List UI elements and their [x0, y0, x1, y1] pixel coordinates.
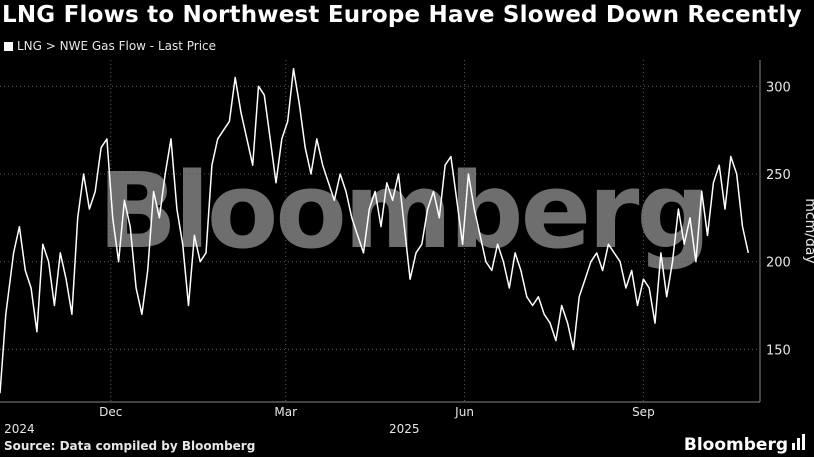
year-label: 2025	[389, 422, 420, 436]
chart-bars-icon[interactable]	[792, 434, 806, 455]
year-label: 2024	[4, 422, 35, 436]
y-tick-label: 200	[766, 256, 791, 271]
legend-label: LNG > NWE Gas Flow - Last Price	[17, 39, 217, 53]
x-tick-label: Dec	[99, 405, 122, 419]
x-tick-label: Mar	[274, 405, 297, 419]
x-tick-label: Sep	[632, 405, 655, 419]
bloomberg-logo: Bloomberg	[684, 434, 806, 455]
y-tick-label: 150	[766, 343, 791, 358]
y-tick-label: 250	[766, 168, 791, 183]
watermark-text: Bloomberg	[98, 150, 711, 272]
y-axis-label: mcm/day	[802, 198, 814, 263]
source-note: Source: Data compiled by Bloomberg	[4, 439, 256, 453]
chart-title: LNG Flows to Northwest Europe Have Slowe…	[2, 2, 802, 28]
axes: 150 200 250 300 Dec Mar Jun Sep 2024 2025 mcm/day	[0, 60, 814, 436]
grid-lines	[0, 60, 760, 402]
series-line	[0, 68, 750, 394]
brand-text: Bloomberg	[683, 434, 788, 455]
legend: LNG > NWE Gas Flow - Last Price	[4, 39, 216, 53]
legend-swatch	[4, 41, 13, 51]
series-group	[0, 68, 750, 394]
y-tick-label: 300	[766, 80, 791, 95]
x-tick-label: Jun	[454, 405, 474, 419]
